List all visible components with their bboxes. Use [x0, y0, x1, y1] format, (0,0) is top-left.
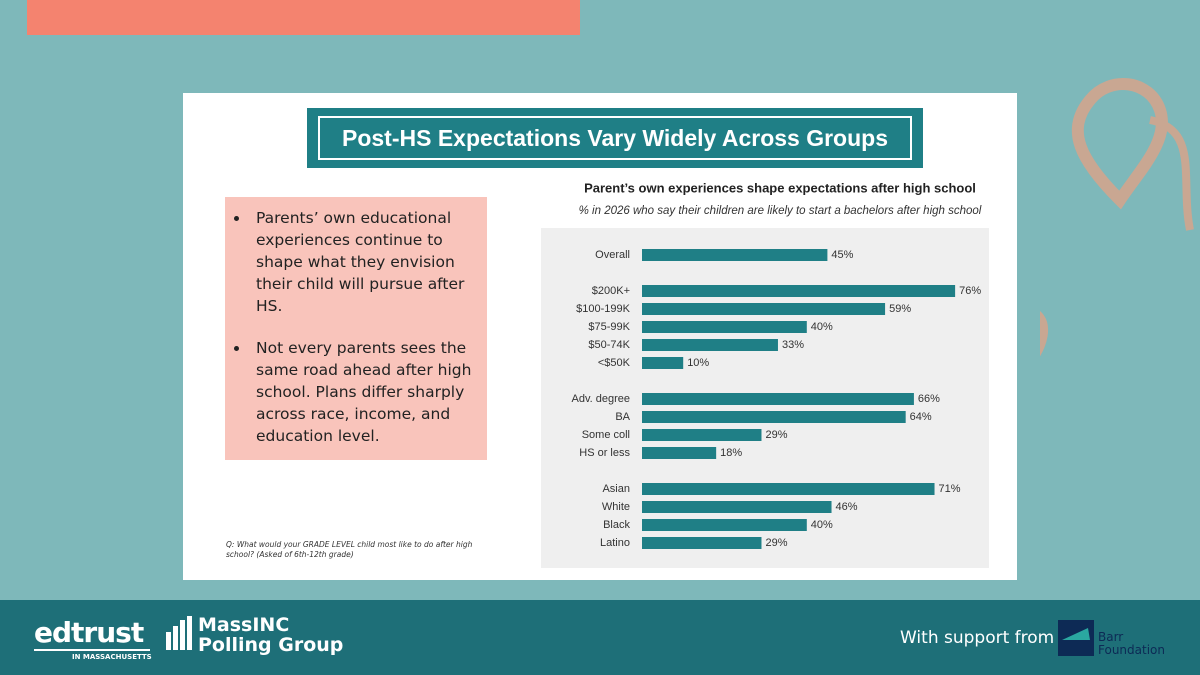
value-label: 33% [782, 339, 804, 351]
value-label: 71% [939, 483, 961, 495]
logo-text: edtrust [34, 616, 144, 649]
decoration [1040, 78, 1194, 357]
logo-text: Foundation [1098, 643, 1165, 657]
support-text: With support from [900, 628, 1055, 648]
bullet: Parents’ own educational experiences con… [250, 207, 473, 317]
bar [642, 321, 807, 333]
logo-icon [166, 616, 192, 650]
value-label: 29% [765, 537, 787, 549]
chart-subtitle: % in 2026 who say their children are lik… [579, 205, 982, 217]
category-label: BA [615, 411, 630, 423]
value-label: 66% [918, 393, 940, 405]
bar [642, 519, 807, 531]
value-label: 10% [687, 357, 709, 369]
category-label: Black [603, 519, 630, 531]
value-label: 18% [720, 447, 742, 459]
logo-text: Polling Group [198, 634, 344, 656]
notes-box: Parents’ own educational experiences con… [225, 197, 487, 460]
slide-title: Post-HS Expectations Vary Widely Across … [318, 116, 912, 160]
value-label: 29% [765, 429, 787, 441]
value-label: 59% [889, 303, 911, 315]
category-label: Some coll [582, 429, 630, 441]
bar [642, 501, 832, 513]
category-label: Asian [602, 483, 630, 495]
value-label: 64% [910, 411, 932, 423]
logo-text: MassINC [198, 614, 290, 636]
category-label: $100-199K [576, 303, 630, 315]
footnote: Q: What would your GRADE LEVEL child mos… [226, 540, 473, 559]
value-label: 45% [831, 249, 853, 261]
category-label: Adv. degree [571, 393, 630, 405]
chart-title: Parent’s own experiences shape expectati… [584, 180, 976, 195]
bar [642, 483, 935, 495]
bar [642, 339, 778, 351]
bar [642, 303, 886, 315]
logo-text: Barr [1098, 630, 1124, 644]
accent-bar [27, 0, 580, 35]
bar [642, 429, 762, 441]
bar [642, 249, 828, 261]
category-label: Overall [595, 249, 630, 261]
bar [642, 537, 762, 549]
bar [642, 393, 914, 405]
chart: Parent’s own experiences shape expectati… [541, 180, 989, 568]
bar [642, 357, 684, 369]
footer: edtrust IN MASSACHUSETTS MassINC Polling… [0, 600, 1200, 675]
category-label: $50-74K [588, 339, 630, 351]
logo-icon [1058, 620, 1094, 656]
category-label: Latino [600, 537, 630, 549]
bullet: Not every parents sees the same road ahe… [250, 337, 473, 447]
value-label: 46% [836, 501, 858, 513]
logo-subtext: IN MASSACHUSETTS [72, 653, 152, 661]
category-label: $75-99K [588, 321, 630, 333]
category-label: White [602, 501, 630, 513]
value-label: 40% [811, 519, 833, 531]
category-label: HS or less [579, 447, 630, 459]
value-label: 40% [811, 321, 833, 333]
bar [642, 411, 906, 423]
category-label: $200K+ [592, 285, 630, 297]
bar [642, 447, 717, 459]
value-label: 76% [959, 285, 981, 297]
category-label: <$50K [598, 357, 631, 369]
bar [642, 285, 956, 297]
